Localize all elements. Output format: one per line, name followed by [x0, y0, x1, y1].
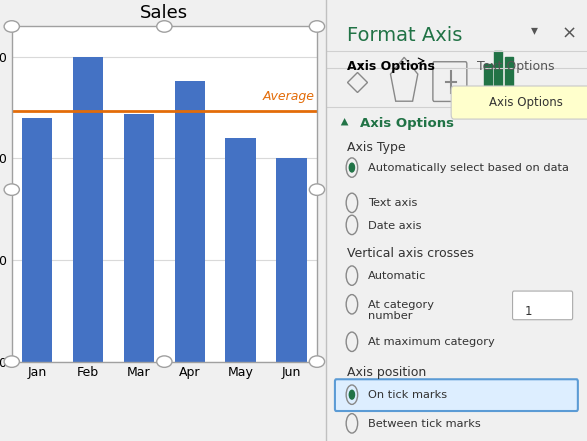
- Text: Axis Options: Axis Options: [347, 60, 434, 72]
- FancyBboxPatch shape: [451, 86, 587, 119]
- Text: At category
number: At category number: [367, 300, 434, 321]
- Text: ×: ×: [561, 24, 576, 42]
- FancyBboxPatch shape: [335, 379, 578, 411]
- Bar: [484, 64, 492, 99]
- Title: Sales: Sales: [140, 4, 188, 22]
- Text: Text Options: Text Options: [477, 60, 555, 72]
- Text: Between tick marks: Between tick marks: [367, 419, 480, 429]
- Text: Vertical axis crosses: Vertical axis crosses: [347, 247, 474, 260]
- Bar: [225, 138, 256, 362]
- Bar: [494, 51, 502, 112]
- Text: Date axis: Date axis: [367, 220, 421, 231]
- Text: ▾: ▾: [347, 60, 365, 70]
- Text: Axis Options: Axis Options: [360, 117, 454, 130]
- Bar: [505, 57, 512, 106]
- Text: ▾: ▾: [531, 23, 538, 37]
- Text: Text axis: Text axis: [367, 198, 417, 209]
- Bar: [276, 158, 307, 362]
- Text: 1: 1: [524, 305, 532, 318]
- Circle shape: [349, 163, 355, 172]
- Bar: [174, 81, 205, 362]
- Circle shape: [349, 390, 355, 399]
- Text: Automatic: Automatic: [367, 271, 426, 281]
- Bar: [22, 118, 52, 362]
- Bar: [124, 114, 154, 362]
- Text: ◀: ◀: [339, 117, 349, 124]
- Text: Average: Average: [262, 90, 315, 103]
- Text: On tick marks: On tick marks: [367, 390, 447, 400]
- Text: Axis Type: Axis Type: [347, 141, 405, 154]
- Text: Automatically select based on data: Automatically select based on data: [367, 163, 568, 173]
- Bar: [73, 57, 103, 362]
- Text: Format Axis: Format Axis: [347, 26, 462, 45]
- Text: Axis Options: Axis Options: [488, 96, 562, 109]
- FancyBboxPatch shape: [512, 291, 573, 320]
- Text: At maximum category: At maximum category: [367, 337, 494, 348]
- Text: Axis position: Axis position: [347, 366, 426, 379]
